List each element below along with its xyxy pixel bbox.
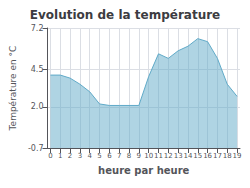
svg-text:14: 14	[183, 152, 192, 160]
svg-text:heure par heure: heure par heure	[98, 165, 189, 176]
svg-text:4.5: 4.5	[31, 65, 44, 74]
svg-text:6: 6	[107, 152, 112, 160]
svg-text:17: 17	[213, 152, 222, 160]
svg-text:16: 16	[203, 152, 212, 160]
svg-text:3: 3	[78, 152, 82, 160]
svg-text:Evolution de la température: Evolution de la température	[30, 8, 221, 22]
svg-text:-0.7: -0.7	[28, 144, 44, 153]
svg-text:8: 8	[127, 152, 131, 160]
svg-text:1: 1	[58, 152, 62, 160]
svg-text:2.0: 2.0	[31, 102, 44, 111]
svg-text:9: 9	[137, 152, 141, 160]
svg-text:2: 2	[68, 152, 72, 160]
svg-text:13: 13	[174, 152, 183, 160]
svg-text:12: 12	[164, 152, 173, 160]
svg-text:5: 5	[97, 152, 101, 160]
svg-text:4: 4	[88, 152, 93, 160]
svg-text:19: 19	[233, 152, 242, 160]
svg-text:10: 10	[144, 152, 153, 160]
svg-text:11: 11	[154, 152, 163, 160]
svg-text:7: 7	[117, 152, 121, 160]
svg-text:7.2: 7.2	[31, 24, 44, 33]
svg-text:Température en °C: Température en °C	[8, 46, 18, 132]
svg-text:15: 15	[193, 152, 202, 160]
svg-text:0: 0	[48, 152, 52, 160]
svg-text:18: 18	[223, 152, 232, 160]
